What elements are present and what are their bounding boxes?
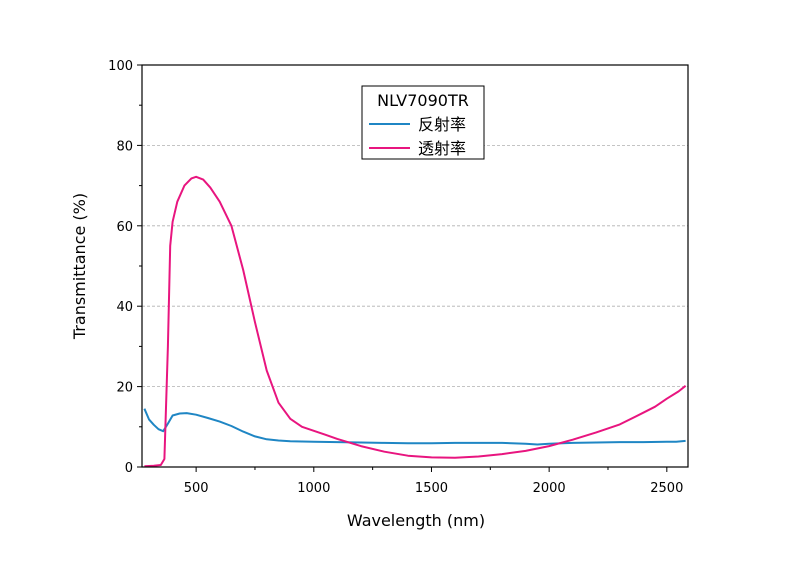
y-tick-label: 80 [116, 139, 133, 154]
y-tick-label: 20 [116, 381, 133, 396]
tick-labels: 0 20 40 60 80 100 500 1000 1500 2000 2500 [108, 59, 683, 496]
y-tick-label: 40 [116, 300, 133, 315]
y-tick-label: 100 [108, 59, 133, 74]
grid-lines [142, 144, 688, 388]
legend: NLV7090TR 反射率 透射率 [361, 85, 485, 160]
y-tick-label: 60 [116, 220, 133, 235]
legend-label-reflectance: 反射率 [418, 115, 466, 134]
x-tick-label: 500 [184, 481, 209, 496]
y-axis-title: Transmittance (%) [70, 193, 89, 340]
series-line-reflectance [143, 408, 686, 446]
legend-title: NLV7090TR [377, 91, 469, 110]
x-tick-label: 2500 [650, 481, 683, 496]
x-tick-label: 1500 [415, 481, 448, 496]
legend-box [361, 85, 485, 160]
legend-label-transmittance: 透射率 [418, 139, 466, 158]
x-axis-title: Wavelength (nm) [347, 511, 485, 530]
series-lines [143, 175, 687, 468]
axis-ticks [137, 64, 668, 472]
x-tick-label: 2000 [533, 481, 566, 496]
y-tick-label: 0 [125, 461, 133, 476]
x-tick-label: 1000 [297, 481, 330, 496]
series-line-transmittance [144, 175, 687, 468]
